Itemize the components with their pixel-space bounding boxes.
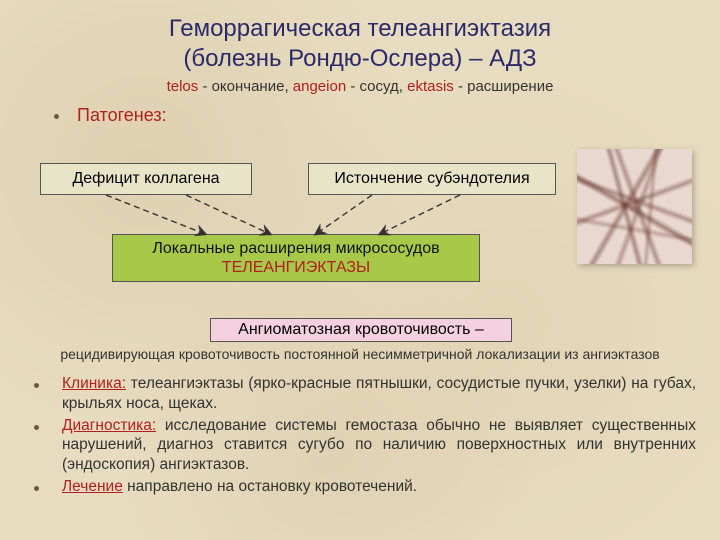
box-angiomat-text: Ангиоматозная кровоточивость – — [238, 320, 484, 339]
slide-title: Геморрагическая телеангиэктазия (болезнь… — [0, 0, 720, 74]
box-local-line2: ТЕЛЕАНГИЭКТАЗЫ — [222, 258, 370, 277]
box-thinning-text: Истончение субэндотелия — [334, 169, 529, 188]
box-angiomatous-bleeding: Ангиоматозная кровоточивость – — [210, 318, 512, 342]
bullet-item: Лечение направлено на остановку кровотеч… — [28, 477, 696, 497]
bullet-lead: Клиника: — [62, 375, 126, 392]
bullet-icon — [28, 374, 62, 414]
bullet-lead: Диагностика: — [62, 417, 156, 434]
etymology-subtitle: telos - окончание, angeion - сосуд, ekta… — [0, 78, 720, 95]
bullet-item: Диагностика: исследование системы гемост… — [28, 416, 696, 475]
clinical-bullets: Клиника: телеангиэктазы (ярко-красные пя… — [28, 374, 696, 499]
box-deficit-text: Дефицит коллагена — [72, 169, 219, 188]
box-telangiectasia: Локальные расширения микрососудов ТЕЛЕАН… — [112, 234, 480, 282]
bullet-icon — [28, 477, 62, 497]
bullet-item: Клиника: телеангиэктазы (ярко-красные пя… — [28, 374, 696, 414]
box-collagen-deficit: Дефицит коллагена — [40, 163, 252, 195]
pathogenesis-label: Патогенез: — [77, 105, 167, 125]
bullet-text: направлено на остановку кровотечений. — [123, 478, 417, 495]
bullet-text: исследование системы гемостаза обычно не… — [62, 417, 696, 474]
pathogenesis-heading: Патогенез: — [54, 105, 720, 126]
bullet-icon — [54, 114, 59, 119]
bullet-text: телеангиэктазы (ярко-красные пятнышки, с… — [62, 375, 696, 412]
histology-image — [577, 149, 692, 264]
title-line2: (болезнь Рондю-Ослера) – АДЗ — [183, 45, 536, 72]
recurrent-bleeding-note: рецидивирующая кровоточивость постоянной… — [0, 346, 720, 362]
bullet-lead: Лечение — [62, 478, 123, 495]
box-local-line1: Локальные расширения микрососудов — [152, 239, 439, 258]
bullet-icon — [28, 416, 62, 475]
title-line1: Геморрагическая телеангиэктазия — [169, 15, 551, 42]
box-subendothelium-thinning: Истончение субэндотелия — [308, 163, 556, 195]
recidiv-text: рецидивирующая кровоточивость постоянной… — [60, 346, 659, 362]
